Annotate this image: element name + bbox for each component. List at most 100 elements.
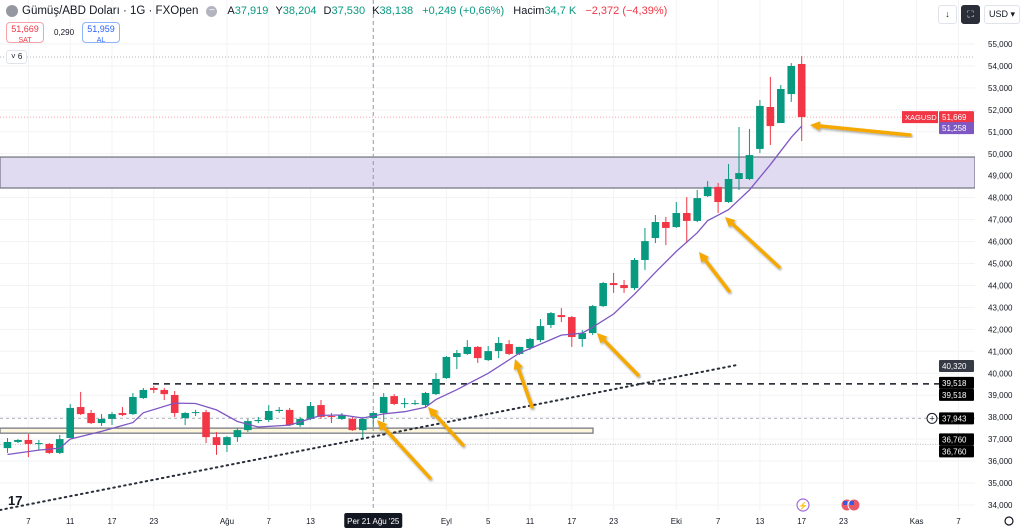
time-tick-label: 7 — [956, 517, 961, 526]
candle — [787, 63, 796, 102]
support-zone — [0, 427, 594, 434]
open-label: A — [227, 5, 235, 17]
candle-body — [264, 411, 273, 421]
candle — [254, 416, 263, 424]
candle — [97, 414, 106, 426]
add-alert-icon[interactable] — [926, 412, 938, 424]
price-tick-label: 54,000 — [988, 62, 1013, 71]
moving-average-line — [7, 125, 803, 456]
settings-gear-icon[interactable] — [1004, 516, 1014, 526]
change-value: +0,249 (+0,66%) — [422, 5, 505, 17]
flag-canton — [843, 501, 847, 505]
price-tick-label: 48,000 — [988, 194, 1013, 203]
candle — [400, 398, 409, 408]
candle — [777, 85, 785, 124]
fullscreen-icon[interactable]: ⛶ — [960, 5, 980, 24]
candle — [473, 346, 482, 363]
candle — [442, 355, 451, 379]
collapse-legend-button[interactable]: − — [206, 5, 218, 17]
trade-panel: 51,669 SAT 0,290 51,959 AL — [6, 22, 121, 44]
spread-value: 0,290 — [54, 28, 75, 37]
arrow-annotation — [428, 407, 465, 447]
candle — [463, 340, 472, 356]
candle — [609, 272, 618, 293]
candle-body — [432, 378, 440, 395]
candle-body — [578, 333, 587, 340]
candle-body — [66, 407, 74, 439]
candle — [35, 439, 43, 451]
buy-button[interactable]: 51,959 AL — [82, 22, 121, 44]
candle — [453, 349, 461, 370]
arrow-shaft — [729, 221, 781, 269]
candle-body — [536, 326, 545, 341]
price-tick-label: 49,000 — [988, 172, 1013, 181]
candle-body — [609, 283, 618, 286]
candle — [108, 412, 116, 426]
price-tick-label: 51,000 — [988, 128, 1013, 137]
tradingview-logo: 17 — [8, 493, 22, 508]
price-tick-label: 45,000 — [988, 260, 1013, 269]
candle — [672, 202, 681, 228]
flag-canton — [850, 501, 854, 505]
arrow-shaft — [702, 257, 731, 293]
candle — [118, 407, 127, 417]
crosshair-date-bg — [344, 513, 403, 528]
level-tag: 39,518 — [942, 379, 967, 388]
volume-value: 34,7 K — [544, 5, 577, 17]
indicators-toggle[interactable]: ˅ 6 — [6, 50, 28, 64]
candle — [766, 76, 775, 145]
candle-body — [55, 439, 64, 453]
candle — [568, 315, 576, 347]
candle-body — [766, 106, 775, 127]
candle — [651, 214, 660, 244]
time-tick-label: 7 — [26, 517, 31, 526]
candle — [160, 387, 169, 401]
arrow-shaft — [817, 124, 912, 137]
candle-body — [797, 63, 806, 118]
candle-body — [212, 437, 221, 446]
currency-dropdown[interactable]: USD ▾ — [983, 5, 1020, 24]
arrow-annotation — [377, 420, 432, 480]
arrow-head — [377, 420, 388, 431]
candle-body — [327, 416, 336, 418]
down-arrow-icon[interactable]: ↓ — [937, 5, 957, 24]
level-tag-bg — [939, 388, 974, 401]
price-tick-label: 53,000 — [988, 84, 1013, 93]
last-price-tag: 51,669 — [942, 113, 967, 122]
candle-body — [526, 339, 534, 349]
sell-price: 51,669 — [11, 24, 39, 34]
candle-body — [118, 412, 127, 415]
candle — [87, 409, 95, 424]
candle — [662, 216, 670, 246]
level-tag-bg — [939, 376, 974, 389]
crosshair-date-label: Per 21 Ağu '25 — [347, 517, 400, 526]
sell-button[interactable]: 51,669 SAT — [6, 22, 44, 44]
candle-body — [599, 283, 607, 307]
candle — [369, 411, 378, 428]
arrow-annotation — [725, 217, 781, 269]
candle-body — [285, 409, 294, 426]
candle-body — [547, 313, 555, 325]
buy-label: AL — [96, 37, 106, 44]
symbol-title[interactable]: Gümüş/ABD Doları · 1G · FXOpen — [22, 5, 199, 17]
candle — [275, 407, 283, 413]
price-axis — [975, 0, 1024, 530]
candle — [390, 394, 398, 406]
candle-body — [745, 155, 754, 179]
candle-body — [442, 357, 451, 379]
arrow-head — [725, 217, 736, 228]
time-tick-label: Kas — [910, 517, 924, 526]
level-tag-bg — [939, 445, 974, 458]
price-tick-label: 46,000 — [988, 238, 1013, 247]
time-tick-label: 17 — [108, 517, 117, 526]
candle — [202, 409, 210, 444]
arrow-head — [699, 252, 709, 263]
candle — [547, 312, 555, 329]
candle-body — [244, 421, 252, 431]
candle — [714, 182, 722, 214]
trendline — [0, 364, 738, 511]
price-tick-label: 37,000 — [988, 435, 1013, 444]
candle — [359, 416, 367, 439]
candle-body — [170, 394, 179, 413]
